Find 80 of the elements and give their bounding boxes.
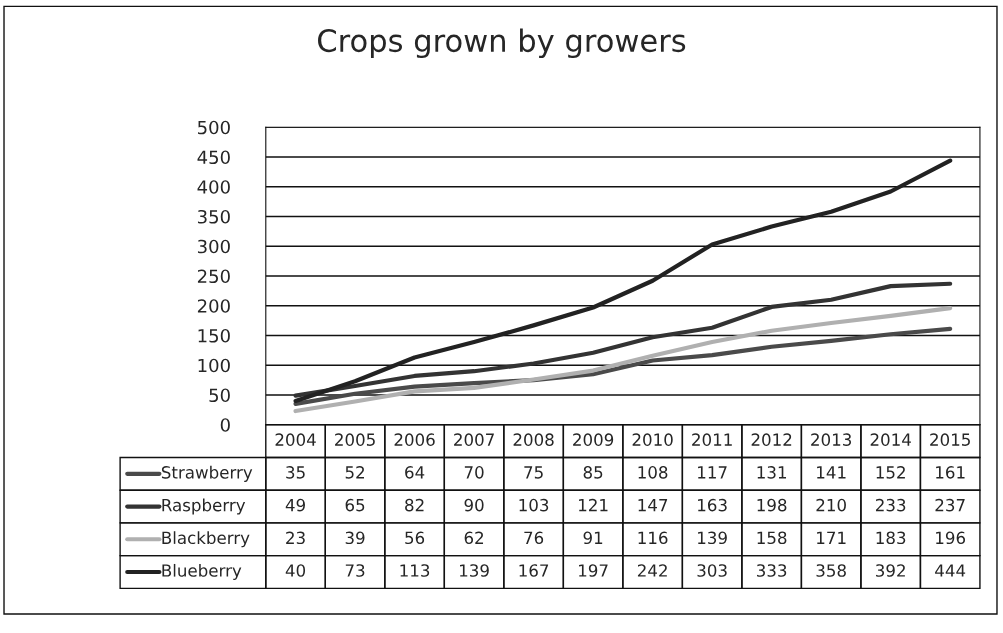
data-label: 358 xyxy=(816,564,846,577)
data-label: 91 xyxy=(583,531,603,545)
legend-label: Blackberry xyxy=(162,531,250,548)
y-tick-label: 250 xyxy=(197,269,230,284)
data-label: 183 xyxy=(876,531,906,545)
data-label: 121 xyxy=(579,498,608,512)
x-tick-label: 2008 xyxy=(513,433,554,446)
data-label: 65 xyxy=(345,498,365,512)
data-label: 242 xyxy=(637,564,667,577)
x-tick-label: 2006 xyxy=(394,433,435,446)
data-label: 70 xyxy=(464,466,484,479)
data-label: 76 xyxy=(524,531,544,545)
x-tick-label: 2009 xyxy=(573,433,614,446)
line-series xyxy=(293,158,953,404)
x-tick-label: 2007 xyxy=(454,433,494,446)
x-tick-label: 2011 xyxy=(692,433,732,446)
x-tick-label: 2004 xyxy=(275,433,316,446)
data-label: 85 xyxy=(583,466,603,479)
data-label: 40 xyxy=(285,564,306,577)
line-series xyxy=(293,281,953,398)
data-label: 62 xyxy=(464,531,484,545)
data-label: 197 xyxy=(579,564,608,577)
data-label: 161 xyxy=(936,466,965,479)
data-label: 198 xyxy=(757,498,787,512)
legend-label: Raspberry xyxy=(162,498,246,515)
x-tick-label: 2010 xyxy=(632,433,673,446)
x-tick-label: 2012 xyxy=(751,433,792,446)
data-label: 103 xyxy=(519,498,549,512)
data-label: 117 xyxy=(698,466,727,479)
data-label: 56 xyxy=(405,531,425,545)
y-tick-label: 400 xyxy=(197,180,230,194)
data-label: 392 xyxy=(876,564,905,577)
y-tick-label: 50 xyxy=(209,388,230,403)
y-tick-label: 500 xyxy=(198,120,230,135)
data-label: 333 xyxy=(757,564,787,577)
data-label: 49 xyxy=(285,498,305,512)
data-label: 147 xyxy=(638,499,668,512)
y-tick-label: 100 xyxy=(198,358,230,373)
data-label: 139 xyxy=(460,564,489,577)
data-label: 237 xyxy=(935,498,965,512)
data-label: 131 xyxy=(757,466,787,479)
data-label: 210 xyxy=(816,498,846,512)
legend-label: Strawberry xyxy=(161,465,253,482)
data-label: 39 xyxy=(345,531,365,545)
data-label: 23 xyxy=(286,531,305,545)
data-label: 90 xyxy=(464,498,484,512)
data-label: 64 xyxy=(405,466,425,479)
line-series xyxy=(293,306,953,414)
data-label: 303 xyxy=(697,564,727,577)
line-series xyxy=(293,326,953,407)
y-tick-label: 350 xyxy=(197,209,230,224)
x-tick-label: 2013 xyxy=(811,433,852,446)
data-label: 73 xyxy=(345,564,365,577)
data-label: 75 xyxy=(524,466,543,479)
data-label: 52 xyxy=(345,466,364,479)
y-tick-label: 0 xyxy=(220,418,230,432)
legend-label: Blueberry xyxy=(162,563,242,581)
x-tick-label: 2005 xyxy=(335,433,375,446)
data-label: 167 xyxy=(519,564,549,577)
data-label: 158 xyxy=(757,531,787,545)
chart-title: Crops grown by growers xyxy=(318,28,686,59)
y-tick-label: 150 xyxy=(198,328,230,343)
data-label: 116 xyxy=(638,531,668,545)
data-label: 233 xyxy=(875,498,906,512)
data-label: 152 xyxy=(876,466,905,479)
x-tick-label: 2014 xyxy=(870,433,911,446)
data-label: 171 xyxy=(817,531,846,544)
y-tick-label: 300 xyxy=(197,239,230,254)
data-label: 141 xyxy=(817,466,846,479)
data-label: 113 xyxy=(400,564,430,577)
y-tick-label: 200 xyxy=(197,299,230,313)
data-label: 444 xyxy=(935,564,966,577)
data-label: 139 xyxy=(698,531,727,545)
x-tick-label: 2015 xyxy=(930,433,970,446)
data-label: 35 xyxy=(286,466,305,479)
data-label: 82 xyxy=(405,498,424,512)
y-tick-label: 450 xyxy=(197,150,230,165)
data-label: 196 xyxy=(936,531,966,545)
data-label: 108 xyxy=(638,466,668,479)
data-label: 163 xyxy=(698,498,727,512)
